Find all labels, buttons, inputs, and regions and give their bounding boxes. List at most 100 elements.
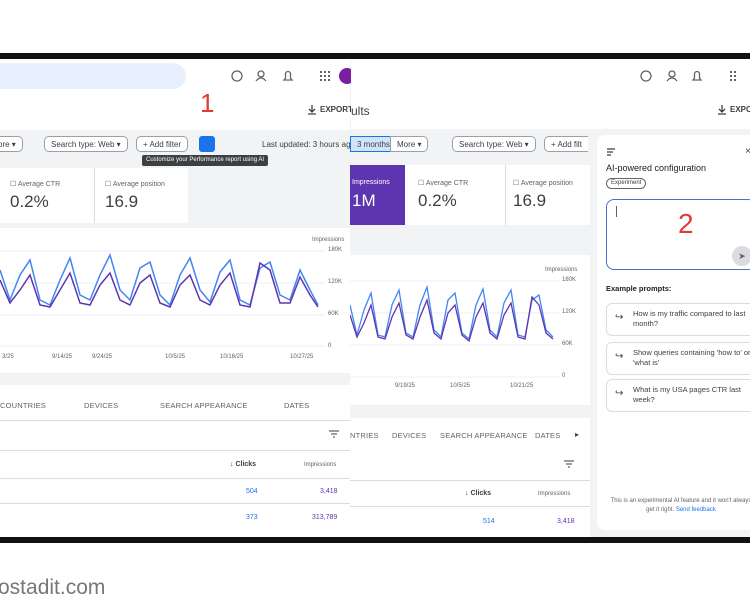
active-card[interactable] [350,165,405,225]
line-chart [0,250,325,347]
table-header[interactable]: Impressions [304,462,337,468]
feedback-link[interactable]: Send feedback [675,507,716,513]
cell: 373 [246,514,258,521]
filter-icon[interactable] [563,459,575,469]
chart-card [350,255,590,405]
cell: 3,418 [557,518,575,525]
y-tick-label: 0 [328,343,332,349]
card-value: 0.2% [10,192,49,211]
frame-top [0,53,750,59]
filter-chip[interactable]: Search type: Web ▾ [452,136,536,152]
x-tick-label: 10/21/25 [510,383,534,389]
axis-title: Impressions [545,267,578,273]
right-header [351,59,750,129]
cell: 313,789 [312,514,338,521]
send-button[interactable]: ➤ [732,246,750,266]
x-tick-label: 10/16/25 [220,354,244,360]
card-label: ☐ Average position [105,181,165,188]
filter-chip[interactable]: Search type: Web ▾ [44,136,128,152]
watermark: ostadit.com [0,576,106,599]
x-tick-label: 9/19/25 [395,383,416,389]
divider [350,506,590,507]
divider [505,165,506,225]
step-1: 1 [200,88,215,118]
disclaimer: This is an experimental AI feature and i… [610,498,750,513]
ai-icon [607,148,615,156]
filter-icon[interactable] [328,429,340,439]
x-tick-label: 10/5/25 [450,383,471,389]
filter-chip[interactable]: More ▾ [390,136,429,152]
tab[interactable]: NTRIES [350,431,379,440]
last-updated: Last updated: 3 hours ago [262,140,355,149]
tab[interactable]: DATES [535,431,561,440]
cell: 514 [483,518,495,525]
table-card [350,418,590,537]
divider [0,420,350,421]
card-label: ☐ Average CTR [418,180,469,187]
prompts-heading: Example prompts: [606,284,672,293]
x-tick-label: 10/5/25 [165,354,186,360]
y-tick-label: 180K [328,247,343,253]
export[interactable]: EXPO [730,105,750,114]
card-value: 16.9 [513,191,547,210]
download-icon [718,105,726,115]
frame-bottom [0,537,750,543]
example-prompt[interactable]: ↪ How is my traffic compared to last mont… [606,303,750,336]
card-value: 16.9 [105,192,139,211]
page-title: ults [351,104,370,118]
tab-scroll[interactable]: ▸ [575,430,580,439]
tab[interactable]: SEARCH APPEARANCE [440,431,528,440]
x-tick-label: 9/24/25 [92,354,113,360]
divider [94,168,95,223]
y-tick-label: 0 [562,373,566,379]
close[interactable]: × [745,146,750,157]
card-label: ☐ Average position [513,180,573,187]
x-tick-label: 3/25 [2,354,14,360]
tab[interactable]: DATES [284,401,310,410]
top-icons [640,70,736,82]
filter-chip[interactable]: ore ▾ [0,136,23,152]
top-icons [231,68,355,84]
card-label: Impressions [352,179,390,186]
cell: 3,418 [320,488,338,495]
axis-title: Impressions [312,237,345,243]
card-value: 0.2% [418,191,457,210]
y-tick-label: 120K [562,309,577,315]
tooltip: Customize your Performance report using … [142,155,269,166]
caret [616,206,617,217]
badge: Experiment [606,178,647,189]
example-prompt[interactable]: ↪ Show queries containing 'how to' or 'wh… [606,342,750,375]
step-2: 2 [678,208,694,239]
y-tick-label: 120K [328,279,343,285]
tab[interactable]: DEVICES [392,431,427,440]
example-prompt[interactable]: ↪ What is my USA pages CTR last week? [606,379,750,412]
table-card [0,385,350,537]
tab[interactable]: DEVICES [84,401,119,410]
divider [0,450,350,451]
download-icon [308,105,316,115]
add-filter[interactable]: + Add filter [136,136,189,152]
line-chart [350,280,560,378]
table-header[interactable]: Impressions [538,491,571,497]
table-header[interactable]: ↓ Clicks [465,490,492,497]
card-value: 1M [352,191,376,210]
cell: 504 [246,488,258,495]
search-bar[interactable] [0,63,186,89]
tab[interactable]: COUNTRIES [0,401,46,410]
ai-config-button[interactable] [199,136,215,152]
card-label: ☐ Average CTR [10,181,61,188]
table-header[interactable]: ↓ Clicks [230,461,257,468]
prompt-input[interactable] [606,199,750,270]
y-tick-label: 60K [328,311,339,317]
export[interactable]: EXPORT [320,105,353,114]
x-tick-label: 10/27/25 [290,354,314,360]
divider [350,480,590,481]
tab[interactable]: SEARCH APPEARANCE [160,401,248,410]
divider [0,503,350,504]
y-tick-label: 60K [562,341,573,347]
add-filter[interactable]: + Add filt [544,136,588,152]
ai-title: AI-powered configuration [606,163,707,173]
x-tick-label: 9/14/25 [52,354,73,360]
y-tick-label: 180K [562,277,577,283]
